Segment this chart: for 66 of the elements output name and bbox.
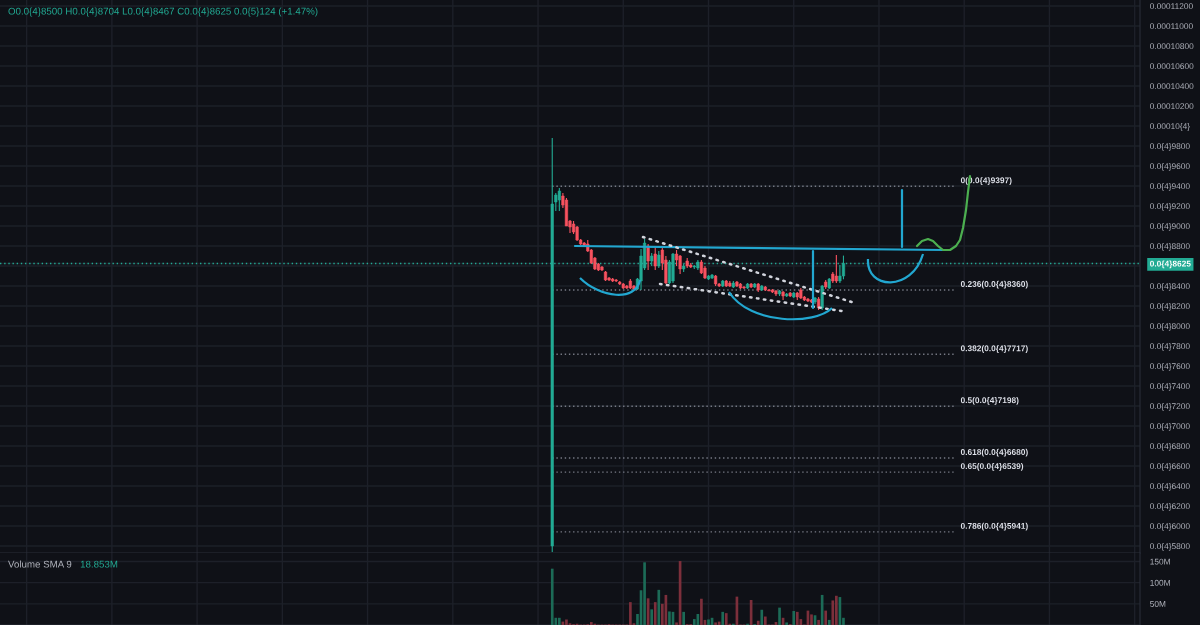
y-tick-label: 0.0{4}9200 xyxy=(1150,202,1190,211)
bar xyxy=(643,562,646,625)
y-tick-label: 0.0{4}8400 xyxy=(1150,282,1190,291)
y-tick-label: 0.0{4}9400 xyxy=(1150,182,1190,191)
y-tick-label: 0.0{4}6200 xyxy=(1150,502,1190,511)
y-tick-label: 0.0{4}6600 xyxy=(1150,462,1190,471)
y-tick-label: 0.0{4}8800 xyxy=(1150,242,1190,251)
y-tick-label: 0.0{4}7200 xyxy=(1150,402,1190,411)
y-tick-label: 0.0{4}7400 xyxy=(1150,382,1190,391)
y-tick-label: 0.0{4}9600 xyxy=(1150,162,1190,171)
y-tick-label: 0.0{4}8200 xyxy=(1150,302,1190,311)
y-tick-label: 50M xyxy=(1150,601,1166,607)
bar xyxy=(827,619,831,625)
ref-line-label: 0.65(0.0{4}6539) xyxy=(960,462,1024,471)
bar xyxy=(756,620,760,625)
candlestick xyxy=(678,254,682,275)
bar xyxy=(657,589,661,625)
y-tick-label: 0.0{4}8000 xyxy=(1150,322,1190,331)
bar xyxy=(550,568,554,625)
bar xyxy=(700,598,703,625)
y-tick-label: 150M xyxy=(1150,558,1170,565)
y-tick-label: 0.00010400 xyxy=(1150,83,1194,90)
bar xyxy=(778,607,781,625)
bar xyxy=(824,610,828,625)
text: Volume SMA 9 xyxy=(8,560,72,568)
bar xyxy=(831,600,835,625)
bar xyxy=(764,616,767,625)
y-tick-label: 0.0{4}7000 xyxy=(1150,422,1190,431)
ref-line-label: 0.618(0.0{4}6680) xyxy=(960,448,1028,457)
bar xyxy=(650,609,654,625)
y-tick-label: 0.00010200 xyxy=(1150,103,1194,110)
ref-line-label: 0.5(0.0{4}7198) xyxy=(960,397,1019,405)
bar xyxy=(668,611,671,625)
y-tick-label: 0.00010600 xyxy=(1150,63,1194,70)
y-tick-label: 0.0{4}9800 xyxy=(1150,142,1190,151)
ref-line-label: 0.382(0.0{4}7717) xyxy=(960,345,1028,353)
bar xyxy=(682,611,685,625)
bar xyxy=(558,617,561,625)
bar xyxy=(629,602,632,625)
y-tick-label: 0.00011200 xyxy=(1150,3,1193,10)
bar xyxy=(653,602,657,625)
candlestick xyxy=(646,243,650,271)
bar xyxy=(707,619,710,625)
bar xyxy=(760,609,764,625)
y-tick-label: 0.00011000 xyxy=(1150,23,1193,30)
y-tick-label: 100M xyxy=(1150,579,1170,586)
text: O0.0{4}8500 H0.0{4}8704 L0.0{4}8467 C0.0{4}8625 0.0{5}124 (+1.47%) xyxy=(8,7,318,17)
y-tick-label: 0.0{4}5800 xyxy=(1150,542,1190,551)
y-tick-label: 0.0{4}6800 xyxy=(1150,442,1190,451)
y-tick-label: 0.00010800 xyxy=(1150,43,1194,50)
y-tick-label: 0.0{4}7800 xyxy=(1150,342,1190,351)
y-tick-label: 0.0{4}6000 xyxy=(1150,522,1190,531)
ref-line-label: 0.786(0.0{4}5941) xyxy=(960,522,1028,531)
bar xyxy=(835,595,838,625)
bar xyxy=(785,622,788,625)
y-tick-label: 0.0{4}7600 xyxy=(1150,362,1190,371)
y-tick-label: 0.0{4}9000 xyxy=(1150,222,1190,231)
y-tick-label: 0.0{4}6400 xyxy=(1150,482,1190,491)
ref-line-label: 0.236(0.0{4}8360) xyxy=(960,280,1028,289)
bar xyxy=(817,619,820,625)
bar xyxy=(565,619,568,625)
bar xyxy=(810,614,813,625)
y-tick-label: 0.00010{4} xyxy=(1150,122,1190,131)
annotation: 18.853M xyxy=(80,560,118,568)
y-tick-label: 0.0{4}8625 xyxy=(1150,260,1191,269)
bar xyxy=(714,622,717,625)
